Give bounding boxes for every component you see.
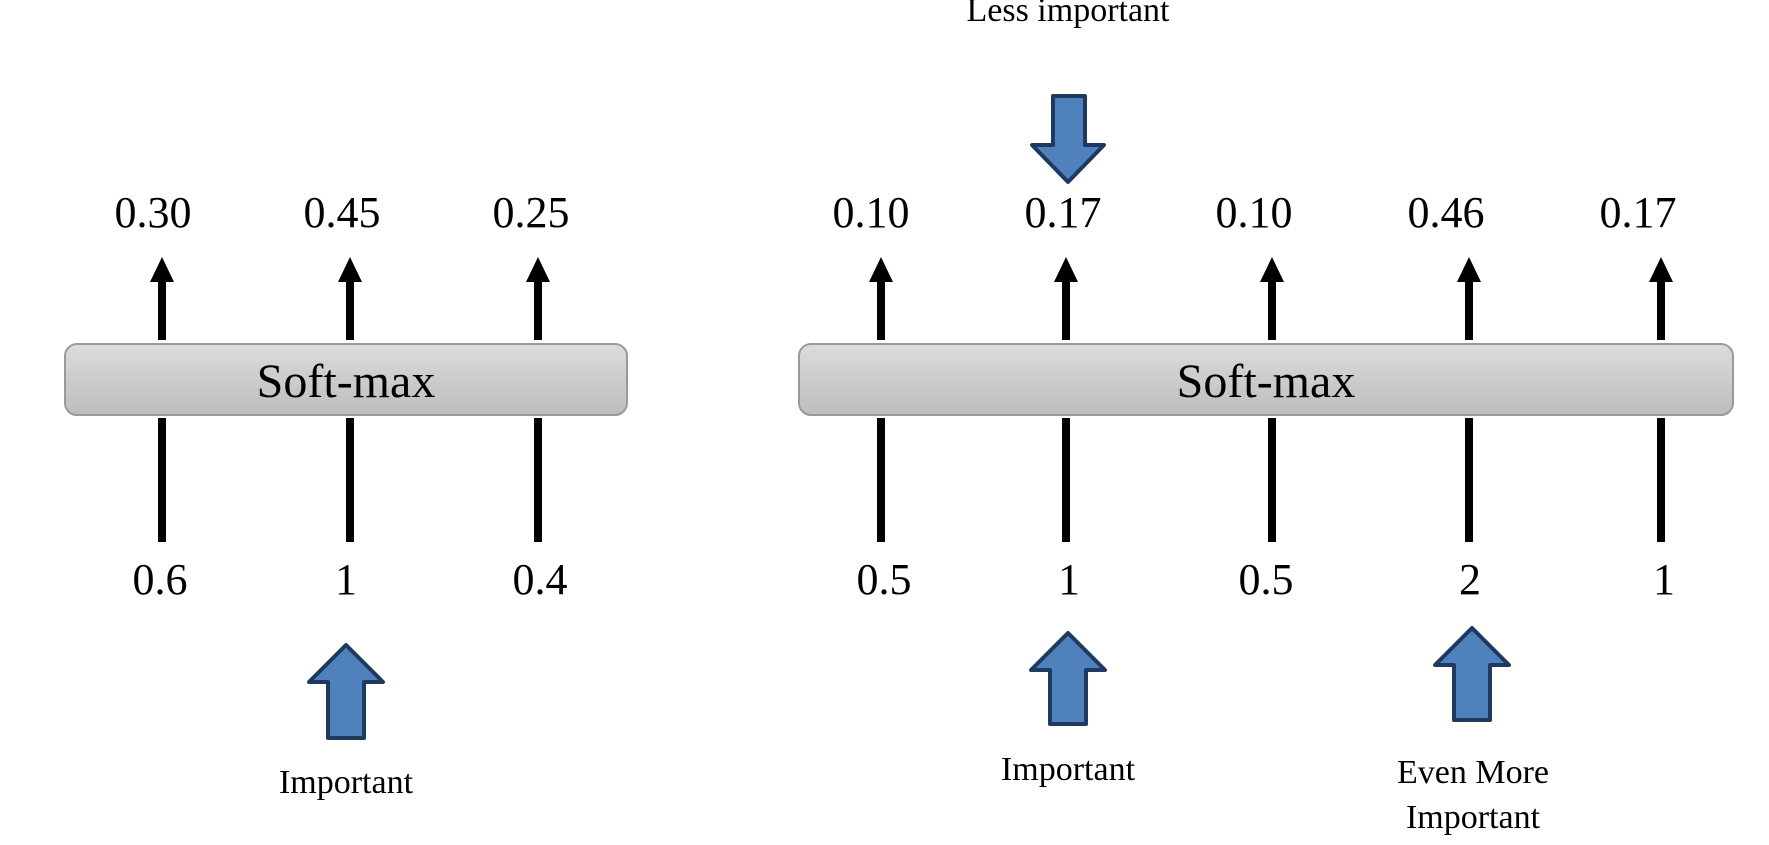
right-input-1: 1 — [1058, 555, 1080, 604]
left-annotation-important: Important — [279, 764, 414, 801]
left-input-1: 1 — [335, 555, 357, 604]
left-input-0: 0.6 — [133, 555, 188, 604]
important-up-arrow-icon — [307, 643, 385, 740]
right-input-0: 0.5 — [857, 555, 912, 604]
right-output-arrow-0 — [869, 257, 893, 340]
left-panel: 0.30 0.45 0.25 Soft-max 0.6 1 0.4 Import… — [64, 188, 628, 801]
right-softmax-box — [798, 343, 1734, 416]
right-panel: Less important 0.10 0.17 0.10 0.46 0.17 — [798, 0, 1734, 836]
right-output-arrow-3 — [1457, 257, 1481, 340]
left-softmax-label: Soft-max — [257, 355, 436, 408]
important-up-arrow-icon — [1029, 631, 1107, 726]
left-output-arrow-2 — [526, 257, 550, 340]
left-input-2: 0.4 — [513, 555, 568, 604]
left-output-arrow-1 — [338, 257, 362, 340]
less-important-down-arrow-icon — [1030, 94, 1106, 184]
right-input-4: 1 — [1653, 555, 1675, 604]
right-output-arrow-2 — [1260, 257, 1284, 340]
left-output-1: 0.45 — [304, 188, 381, 237]
right-output-0: 0.10 — [833, 188, 910, 237]
right-annotation-even-more-line2: Important — [1406, 799, 1541, 836]
right-output-1: 0.17 — [1025, 188, 1102, 237]
right-input-2: 0.5 — [1239, 555, 1294, 604]
right-output-4: 0.17 — [1600, 188, 1677, 237]
right-annotation-important: Important — [1001, 751, 1136, 788]
left-softmax-box — [64, 343, 628, 416]
less-important-label: Less important — [966, 0, 1170, 29]
even-more-important-up-arrow-icon — [1433, 626, 1511, 722]
right-output-3: 0.46 — [1408, 188, 1485, 237]
right-annotation-even-more-line1: Even More — [1397, 754, 1549, 791]
right-input-3: 2 — [1459, 555, 1481, 604]
right-output-arrow-4 — [1649, 257, 1673, 340]
right-output-2: 0.10 — [1216, 188, 1293, 237]
left-output-0: 0.30 — [115, 188, 192, 237]
right-softmax-label: Soft-max — [1177, 355, 1356, 408]
left-output-2: 0.25 — [493, 188, 570, 237]
right-output-arrow-1 — [1054, 257, 1078, 340]
left-output-arrow-0 — [150, 257, 174, 340]
